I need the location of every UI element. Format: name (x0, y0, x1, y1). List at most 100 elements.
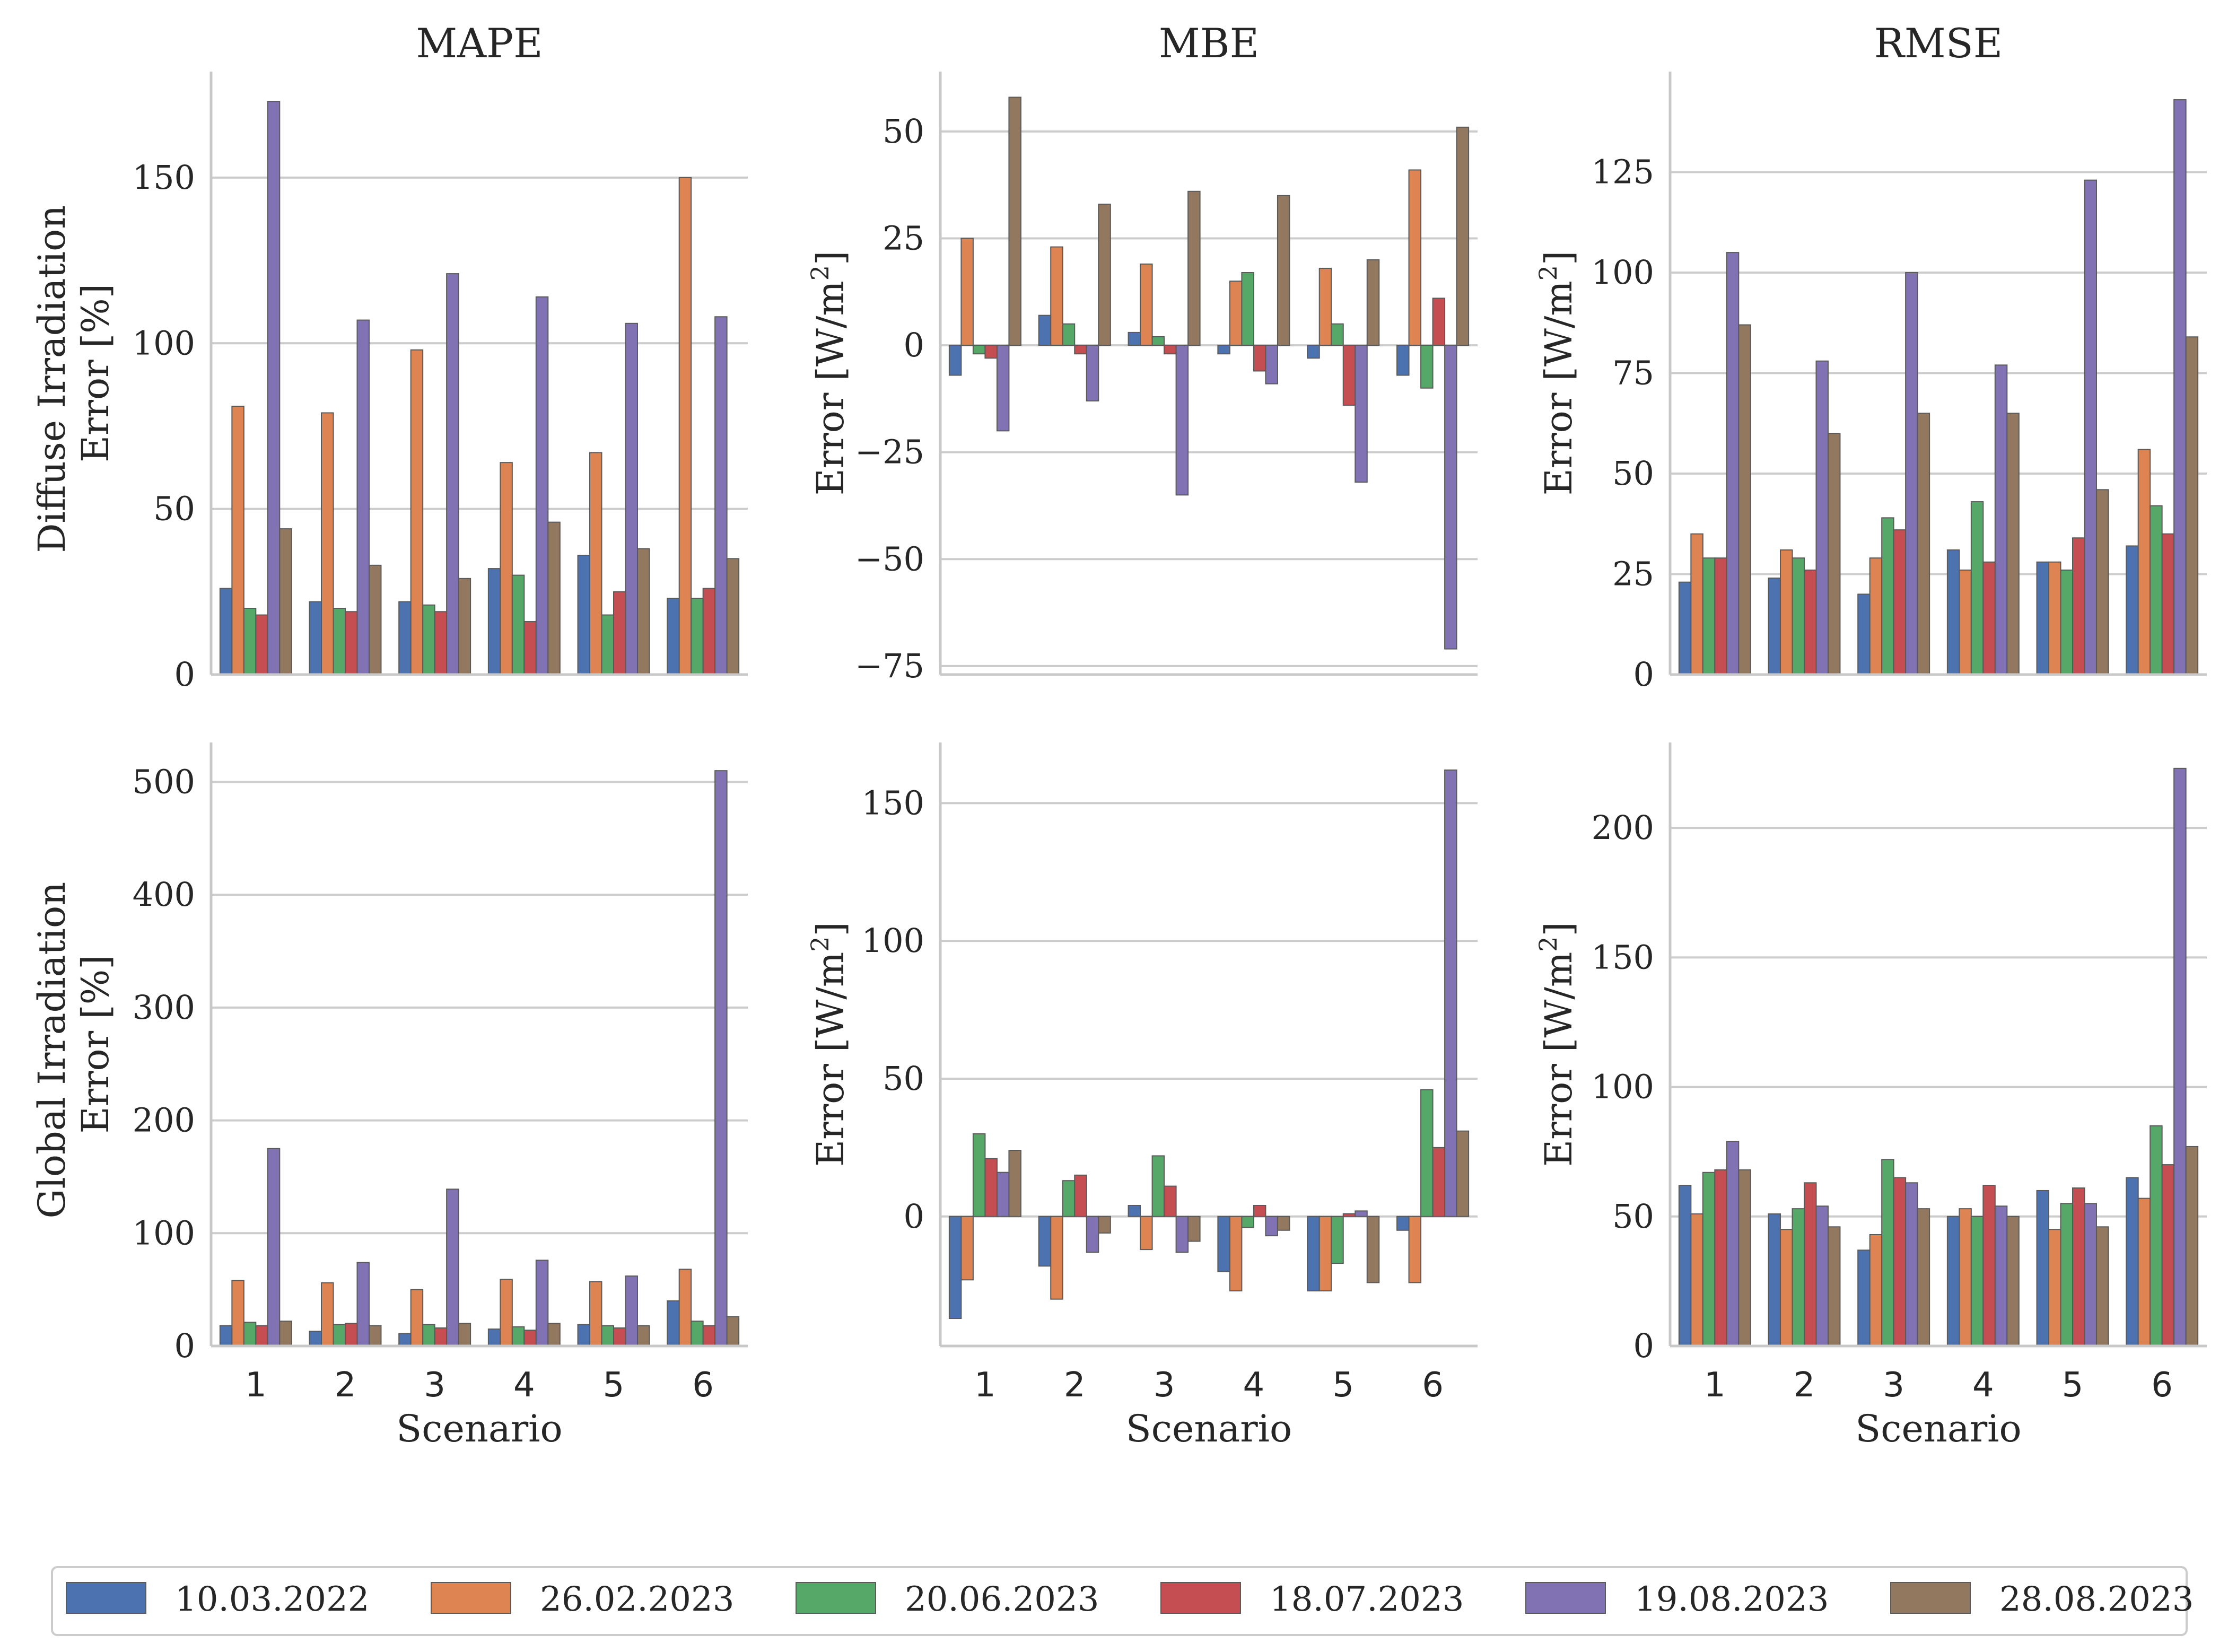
bar-28.08.2023-scenario-6 (2185, 336, 2199, 675)
bar-19.08.2023-scenario-1 (996, 1172, 1010, 1217)
y-tick-label: 0 (174, 655, 195, 694)
bar-28.08.2023-scenario-4 (1277, 1216, 1290, 1231)
y-axis-label-end: ] (1537, 922, 1580, 936)
bar-28.08.2023-scenario-1 (279, 528, 292, 675)
bar-28.08.2023-scenario-3 (458, 578, 471, 676)
bar-10.03.2022-scenario-4 (487, 1328, 501, 1347)
bar-20.06.2023-scenario-6 (691, 1321, 704, 1347)
bar-26.02.2023-scenario-6 (2137, 449, 2151, 676)
y-tick-label: 0 (1633, 1326, 1654, 1365)
y-tick-label: 300 (133, 988, 195, 1027)
bar-26.02.2023-scenario-5 (1318, 1216, 1332, 1292)
bar-20.06.2023-scenario-1 (972, 1133, 986, 1217)
bar-19.08.2023-scenario-6 (714, 770, 728, 1347)
bar-26.02.2023-scenario-4 (500, 1279, 513, 1347)
y-axis-label-global-mbe: Error [W/m2] (806, 922, 852, 1167)
bar-20.06.2023-scenario-3 (422, 604, 435, 676)
bar-28.08.2023-scenario-4 (2006, 1216, 2020, 1347)
bar-28.08.2023-scenario-5 (1366, 259, 1380, 346)
bar-20.06.2023-scenario-1 (1702, 557, 1716, 676)
y-tick-label: 25 (1612, 555, 1654, 593)
bar-20.06.2023-scenario-5 (601, 1325, 614, 1347)
bar-18.07.2023-scenario-6 (2161, 1164, 2175, 1347)
y-tick-label: 100 (133, 324, 195, 362)
bar-28.08.2023-scenario-6 (726, 558, 740, 676)
y-tick-label: 150 (133, 158, 195, 197)
bar-26.02.2023-scenario-3 (1869, 557, 1883, 676)
y-axis-label-global-mape: Global Irradiation Error [%] (30, 870, 117, 1219)
bar-18.07.2023-scenario-5 (1342, 1213, 1356, 1217)
bar-19.08.2023-scenario-5 (625, 322, 638, 675)
x-tick-label: 4 (1243, 1366, 1265, 1405)
bar-19.08.2023-scenario-3 (1905, 1182, 1918, 1347)
bar-10.03.2022-scenario-1 (948, 345, 962, 376)
bar-20.06.2023-scenario-3 (1151, 1155, 1165, 1217)
bar-20.06.2023-scenario-2 (1792, 557, 1805, 676)
bar-19.08.2023-scenario-1 (1726, 1141, 1740, 1347)
legend-label: 20.06.2023 (905, 1580, 1099, 1619)
y-axis-label-text: Error [W/m (1537, 281, 1580, 495)
bar-19.08.2023-scenario-1 (267, 101, 281, 676)
bar-28.08.2023-scenario-3 (1187, 1216, 1201, 1242)
bar-10.03.2022-scenario-5 (1307, 345, 1320, 359)
bar-26.02.2023-scenario-2 (1780, 549, 1793, 676)
legend-swatch (1890, 1582, 1971, 1614)
y-axis-label-text: Error [W/m (809, 952, 852, 1167)
bar-18.07.2023-scenario-5 (2072, 1187, 2085, 1347)
bar-10.03.2022-scenario-1 (219, 1325, 233, 1347)
bar-18.07.2023-scenario-4 (1253, 345, 1266, 372)
bar-20.06.2023-scenario-4 (511, 574, 525, 675)
bar-26.02.2023-scenario-6 (678, 1269, 692, 1347)
bar-26.02.2023-scenario-1 (1690, 1213, 1703, 1347)
panel-p11: 0 50 100 150 1 2 3 4 5 6 (862, 742, 1478, 1405)
bar-18.07.2023-scenario-6 (1432, 1147, 1446, 1217)
y-axis-label-line-1: Global Irradiation (30, 882, 74, 1219)
x-tick-label: 1 (1704, 1366, 1726, 1405)
bar-28.08.2023-scenario-1 (279, 1321, 292, 1347)
y-tick-label: 100 (862, 921, 924, 960)
bar-19.08.2023-scenario-5 (1355, 1210, 1368, 1217)
bar-19.08.2023-scenario-2 (356, 319, 370, 675)
bar-19.08.2023-scenario-2 (1086, 1216, 1099, 1253)
bar-10.03.2022-scenario-3 (398, 1333, 412, 1347)
bar-20.06.2023-scenario-3 (1151, 336, 1165, 346)
bar-18.07.2023-scenario-2 (1804, 569, 1817, 676)
bar-18.07.2023-scenario-6 (702, 1325, 716, 1347)
y-axis-label-superscript: 2 (806, 936, 834, 951)
panel-p00: 0 50 100 150 (133, 72, 748, 694)
y-axis-label-end: ] (809, 251, 852, 265)
bar-20.06.2023-scenario-3 (422, 1324, 435, 1347)
bar-10.03.2022-scenario-2 (309, 601, 322, 675)
bar-19.08.2023-scenario-5 (2084, 179, 2097, 676)
bar-26.02.2023-scenario-5 (2048, 561, 2061, 676)
x-axis-label: Scenario (1126, 1407, 1292, 1450)
bar-10.03.2022-scenario-4 (1217, 345, 1230, 355)
y-tick-label: 75 (1612, 354, 1654, 392)
bar-26.02.2023-scenario-6 (1408, 169, 1422, 346)
bar-20.06.2023-scenario-3 (1881, 1159, 1894, 1347)
bar-18.07.2023-scenario-6 (702, 588, 716, 675)
bar-20.06.2023-scenario-2 (1062, 323, 1076, 346)
y-axis-label-line-1: Diffuse Irradiation (30, 205, 74, 553)
x-tick-label: 3 (424, 1366, 445, 1405)
bar-26.02.2023-scenario-3 (410, 1289, 424, 1347)
bar-19.08.2023-scenario-6 (1444, 345, 1457, 650)
bar-26.02.2023-scenario-3 (1140, 263, 1153, 346)
y-axis-label-superscript: 2 (806, 265, 834, 281)
bar-20.06.2023-scenario-6 (2150, 1125, 2163, 1347)
bar-28.08.2023-scenario-3 (458, 1323, 471, 1347)
bar-10.03.2022-scenario-2 (1038, 314, 1052, 346)
bar-28.08.2023-scenario-6 (1456, 1130, 1470, 1217)
x-axis-label: Scenario (1855, 1407, 2021, 1450)
bar-20.06.2023-scenario-5 (1331, 323, 1344, 346)
legend-frame (51, 1566, 2188, 1636)
bar-19.08.2023-scenario-6 (2173, 767, 2187, 1347)
x-tick-label: 2 (1794, 1366, 1815, 1405)
bar-18.07.2023-scenario-4 (523, 621, 537, 675)
bar-19.08.2023-scenario-5 (625, 1275, 638, 1347)
bar-19.08.2023-scenario-6 (1444, 769, 1457, 1217)
y-tick-label: 125 (1592, 153, 1654, 191)
bar-28.08.2023-scenario-2 (368, 564, 382, 676)
bar-18.07.2023-scenario-4 (1253, 1204, 1266, 1217)
bar-10.03.2022-scenario-6 (1396, 345, 1410, 376)
